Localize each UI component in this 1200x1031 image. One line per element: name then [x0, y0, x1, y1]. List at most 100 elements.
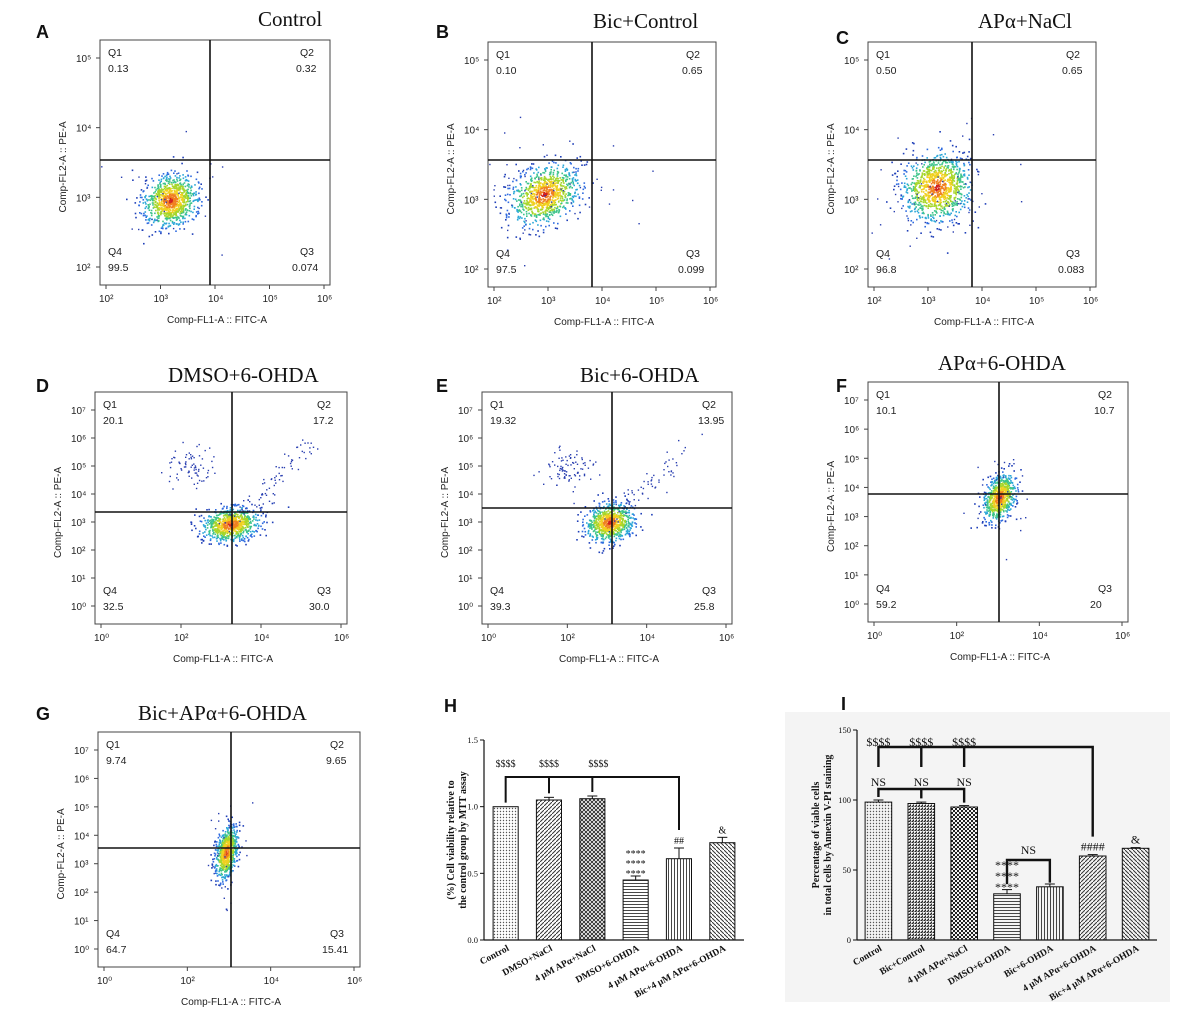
q3-label: Q3: [1066, 248, 1080, 260]
y-axis-label-line1: (%) Cell viability relative to: [446, 780, 457, 899]
q1-value: 19.32: [490, 415, 516, 427]
q3-value: 0.074: [292, 262, 318, 274]
q1-value: 0.13: [108, 63, 129, 75]
y-axis-label: Comp-FL2-A :: PE-A: [56, 808, 67, 899]
x-tick-label: 10⁶: [317, 294, 332, 305]
y-tick-label: 10²: [844, 265, 859, 276]
y-tick-label: 10⁰: [844, 600, 859, 611]
plot-frame: [97, 731, 361, 968]
y-tick-label: 10⁵: [458, 462, 473, 473]
x-tick-label: 10²: [867, 296, 882, 307]
flow-svg-g: G Bic+APα+6-OHDA Q1 9.74 Q2 9.65 Q3 15.41 Q4 64.7…: [36, 701, 362, 1008]
q3-label: Q3: [317, 585, 331, 597]
y-tick-label: 10²: [458, 546, 473, 557]
y-axis-label: Comp-FL2-A :: PE-A: [58, 121, 69, 212]
y-tick-label: 10⁶: [71, 434, 86, 445]
y-tick-label: 10⁷: [844, 396, 859, 407]
q3-value: 15.41: [322, 944, 348, 956]
q3-value: 0.099: [678, 264, 704, 276]
q4-label: Q4: [876, 583, 890, 595]
q3-value: 25.8: [694, 601, 715, 613]
x-tick-label: 10⁴: [975, 296, 990, 307]
q2-label: Q2: [317, 399, 331, 411]
q2-value: 13.95: [698, 415, 724, 427]
y-tick-label: 10²: [76, 263, 91, 274]
x-tick-label: 10²: [560, 633, 575, 644]
flow-svg-d: D DMSO+6-OHDA Q1 20.1 Q2 17.2 Q3 30.0 Q4 32.5 10⁰ 1…: [36, 363, 349, 665]
plot-frame: [487, 41, 717, 288]
y-tick-label: 10⁴: [74, 831, 89, 842]
panel-title: Bic+Control: [593, 9, 698, 33]
flow-svg-b: B Bic+Control Q1 0.10 Q2 0.65 Q3 0.099 Q4 97.5 10²…: [436, 9, 718, 328]
flow-panel-f: F APα+6-OHDA Q1 10.1 Q2 10.7 Q3 20 Q4 59.2 10⁰ 10² 1…: [800, 340, 1200, 680]
y-tick-label: 1.0: [467, 802, 478, 812]
y-tick-label: 10⁰: [458, 602, 473, 613]
q3-label: Q3: [686, 248, 700, 260]
bar: [950, 806, 978, 941]
y-tick-label: 10⁵: [76, 54, 91, 65]
panel-label: F: [836, 376, 847, 396]
event-cloud: [871, 117, 1023, 260]
x-axis-label: Comp-FL1-A :: FITC-A: [559, 654, 659, 665]
y-tick-label: 10⁷: [74, 746, 89, 757]
bar-chart-h: H 0.0 0.5 1.0 1.5 (%) Cell viability relative…: [400, 690, 780, 1030]
x-tick-label: 10⁶: [703, 296, 718, 307]
x-axis-label: Comp-FL1-A :: FITC-A: [950, 652, 1050, 663]
x-tick-label: 10⁶: [1083, 296, 1098, 307]
q4-value: 97.5: [496, 264, 517, 276]
flow-svg-c: C APα+NaCl Q1 0.50 Q2 0.65 Q3 0.083 Q4 96.8 10² 10³…: [826, 9, 1098, 328]
significance-bracket: [504, 776, 680, 830]
y-axis-label-line2: in total cells by Annexin V-PI staining: [823, 755, 834, 916]
bracket-label: $$$$: [952, 735, 976, 749]
q1-label: Q1: [496, 49, 510, 61]
q4-label: Q4: [490, 585, 504, 597]
plot-area: Q1 19.32 Q2 13.95 Q3 25.8 Q4 39.3 10⁰ 10² 10⁴ 10⁶ 10…: [440, 391, 734, 665]
flow-panel-e: E Bic+6-OHDA Q1 19.32 Q2 13.95 Q3 25.8 Q4 39.3 10⁰…: [400, 340, 800, 680]
q1-value: 20.1: [103, 415, 124, 427]
y-tick-label: 10⁴: [464, 126, 479, 137]
y-tick-label: 10⁴: [458, 490, 473, 501]
y-axis-label: Comp-FL2-A :: PE-A: [446, 123, 457, 214]
significance-mark: ##: [674, 836, 684, 847]
x-axis-label: Comp-FL1-A :: FITC-A: [167, 315, 267, 326]
q3-label: Q3: [330, 928, 344, 940]
bar-chart-i: I 0 50 100 150 Percentage of viable cells in t…: [785, 690, 1200, 1030]
q4-label: Q4: [103, 585, 117, 597]
q1-value: 9.74: [106, 755, 127, 767]
y-tick-label: 10⁰: [74, 945, 89, 956]
y-tick-label: 10⁴: [76, 124, 91, 135]
x-tick-label: 10⁵: [263, 294, 278, 305]
flow-svg-f: F APα+6-OHDA Q1 10.1 Q2 10.7 Q3 20 Q4 59.2 10⁰ 10² 1…: [826, 351, 1130, 663]
y-tick-label: 10¹: [74, 917, 89, 928]
q2-label: Q2: [686, 49, 700, 61]
bar: [907, 803, 936, 941]
bar-chart-h-svg: H 0.0 0.5 1.0 1.5 (%) Cell viability relative…: [444, 696, 744, 1000]
y-tick-label: 0.0: [467, 935, 478, 945]
x-tick-label: 10⁴: [640, 633, 655, 644]
x-tick-label: 10⁰: [867, 631, 882, 642]
q4-value: 32.5: [103, 601, 124, 613]
q2-label: Q2: [1066, 49, 1080, 61]
plot-area: Q1 0.50 Q2 0.65 Q3 0.083 Q4 96.8 10² 10³ 10⁴ 10⁵ 10⁶…: [826, 41, 1098, 328]
flow-panel-a: A Control Q1 0.13 Q2 0.32 Q3 0.074 Q4 99.5 10² 10³ 1…: [0, 0, 400, 335]
y-axis-label: Comp-FL2-A :: PE-A: [440, 467, 451, 558]
plot-area: Q1 10.1 Q2 10.7 Q3 20 Q4 59.2 10⁰ 10² 10⁴ 10⁶ 10⁰ 10¹…: [826, 381, 1130, 663]
y-tick-label: 10⁴: [844, 126, 859, 137]
panel-label: B: [436, 22, 449, 42]
x-tick-label: 10³: [921, 296, 936, 307]
q1-label: Q1: [876, 389, 890, 401]
plot-area: Q1 0.13 Q2 0.32 Q3 0.074 Q4 99.5 10² 10³ 10⁴ 10⁵ 10⁶…: [58, 39, 332, 326]
bar: [1078, 855, 1107, 941]
x-axis-label: Comp-FL1-A :: FITC-A: [934, 317, 1034, 328]
x-tick-label: 10⁶: [719, 633, 734, 644]
q2-label: Q2: [300, 47, 314, 59]
significance-mark: **** **** ****: [626, 849, 646, 880]
x-tick-label: 10⁶: [334, 633, 349, 644]
q4-value: 39.3: [490, 601, 511, 613]
event-cloud: [489, 116, 654, 267]
q3-label: Q3: [1098, 583, 1112, 595]
y-tick-label: 10³: [844, 195, 859, 206]
panel-title: DMSO+6-OHDA: [168, 363, 320, 387]
flow-svg-a: A Control Q1 0.13 Q2 0.32 Q3 0.074 Q4 99.5 10² 10³ 1…: [36, 7, 332, 326]
x-tick-label: 10³: [541, 296, 556, 307]
